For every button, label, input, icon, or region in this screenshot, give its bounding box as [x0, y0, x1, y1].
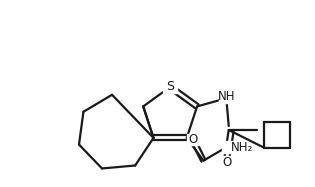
Text: O: O — [188, 133, 197, 146]
Text: NH: NH — [218, 90, 235, 103]
Text: O: O — [222, 156, 231, 169]
Text: NH₂: NH₂ — [231, 141, 253, 154]
Bar — [221, 141, 244, 153]
Text: S: S — [166, 80, 174, 94]
Bar — [220, 156, 233, 167]
Bar — [186, 134, 199, 145]
Bar — [163, 81, 177, 93]
Bar — [219, 91, 235, 103]
